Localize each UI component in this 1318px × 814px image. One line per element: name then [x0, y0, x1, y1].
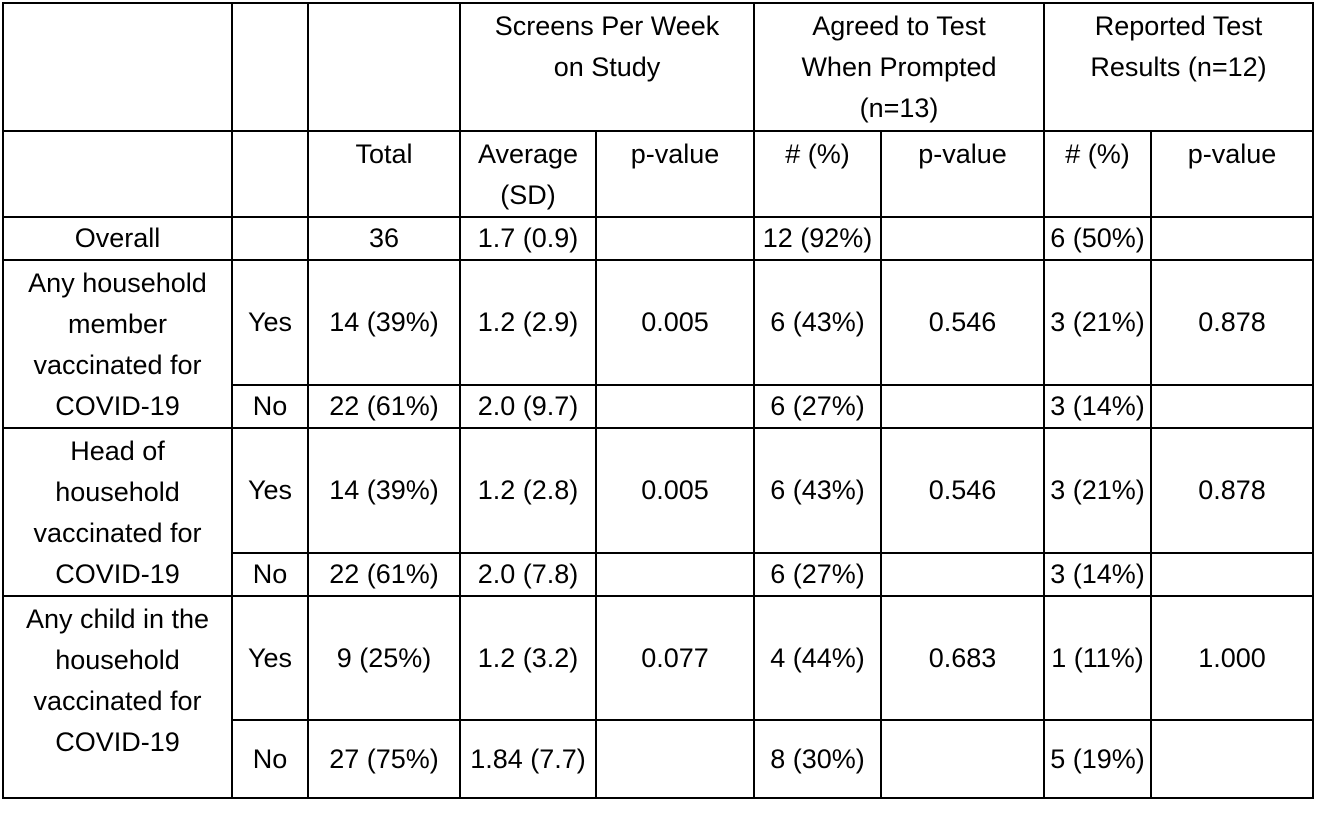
- cell-p-value: 0.546: [879, 259, 1046, 386]
- cell-agreed: 12 (92%): [753, 216, 882, 261]
- cell-p-value: 0.005: [595, 427, 755, 554]
- table-row: No 22 (61%) 2.0 (7.8) 6 (27%) 3 (14%): [3, 551, 1314, 598]
- cell-subgroup: No: [231, 551, 309, 598]
- table-row: No 27 (75%) 1.84 (7.7) 8 (30%) 5 (19%): [3, 719, 1314, 799]
- cell-agreed: 6 (43%): [753, 259, 882, 386]
- header-count-pct: # (%): [753, 130, 882, 218]
- cell-subgroup: Yes: [231, 595, 309, 721]
- cell-average: 1.84 (7.7): [459, 719, 597, 799]
- cell-p-value: 1.000: [1150, 595, 1314, 721]
- header-agreed-to-test: Agreed to Test When Prompted (n=13): [752, 2, 1046, 132]
- cell-agreed: 6 (27%): [753, 551, 882, 598]
- cell-subgroup: No: [231, 383, 309, 430]
- table-row: Any household member vaccinated for COVI…: [2, 259, 1314, 429]
- header-p-value: p-value: [879, 130, 1046, 218]
- cell-total: 36: [307, 216, 461, 261]
- cell-p-value: [879, 383, 1046, 430]
- empty-header-cell: [2, 130, 233, 218]
- cell-p-value: [1150, 216, 1314, 261]
- header-screens-per-week: Screens Per Week on Study: [459, 2, 755, 132]
- header-row-columns: Total Average (SD) p-value # (%) p-value…: [2, 130, 1314, 218]
- cell-p-value: [595, 551, 755, 598]
- empty-header-cell: [231, 2, 309, 132]
- results-table: Screens Per Week on Study Agreed to Test…: [2, 2, 1314, 799]
- table-row-overall: Overall 36 1.7 (0.9) 12 (92%) 6 (50%): [2, 216, 1314, 261]
- cell-agreed: 4 (44%): [753, 595, 882, 721]
- cell-reported: 6 (50%): [1043, 216, 1153, 261]
- cell-total: 14 (39%): [307, 427, 461, 554]
- cell-p-value: 0.878: [1150, 427, 1314, 554]
- cell-p-value: 0.878: [1150, 259, 1314, 386]
- cell-reported: 3 (21%): [1043, 427, 1153, 554]
- cell-p-value: 0.546: [879, 427, 1046, 554]
- cell-agreed: 6 (43%): [753, 427, 882, 554]
- cell-total: 22 (61%): [307, 551, 461, 598]
- cell-p-value: [879, 551, 1046, 598]
- cell-subgroup: Yes: [231, 427, 309, 554]
- cell-average: 2.0 (9.7): [459, 383, 597, 430]
- cell-p-value: [1150, 551, 1314, 598]
- cell-reported: 3 (21%): [1043, 259, 1153, 386]
- table-row: No 22 (61%) 2.0 (9.7) 6 (27%) 3 (14%): [3, 383, 1314, 430]
- cell-reported: 1 (11%): [1043, 595, 1153, 721]
- row-label: Any child in the household vaccinated fo…: [2, 595, 233, 799]
- cell-average: 2.0 (7.8): [459, 551, 597, 598]
- cell-p-value: [1150, 383, 1314, 430]
- header-reported-results: Reported Test Results (n=12): [1043, 2, 1314, 132]
- cell-subgroup: No: [231, 719, 309, 799]
- header-p-value: p-value: [595, 130, 755, 218]
- header-row-groups: Screens Per Week on Study Agreed to Test…: [2, 2, 1314, 132]
- table-row: Any child in the household vaccinated fo…: [2, 595, 1314, 799]
- cell-average: 1.2 (3.2): [459, 595, 597, 721]
- cell-agreed: 6 (27%): [753, 383, 882, 430]
- header-p-value: p-value: [1150, 130, 1314, 218]
- cell-p-value: [595, 719, 755, 799]
- empty-header-cell: [231, 130, 309, 218]
- cell-subgroup: Yes: [231, 259, 309, 386]
- cell-p-value: [595, 216, 755, 261]
- cell-reported: 3 (14%): [1043, 551, 1153, 598]
- row-label: Overall: [2, 216, 233, 261]
- cell-agreed: 8 (30%): [753, 719, 882, 799]
- cell-total: 14 (39%): [307, 259, 461, 386]
- cell-p-value: 0.005: [595, 259, 755, 386]
- header-count-pct: # (%): [1043, 130, 1153, 218]
- empty-header-cell: [307, 2, 461, 132]
- row-label: Any household member vaccinated for COVI…: [2, 259, 233, 429]
- header-total: Total: [307, 130, 461, 218]
- cell-total: 27 (75%): [307, 719, 461, 799]
- cell-average: 1.2 (2.8): [459, 427, 597, 554]
- cell-reported: 5 (19%): [1043, 719, 1153, 799]
- cell-p-value: 0.077: [595, 595, 755, 721]
- cell-p-value: [879, 216, 1046, 261]
- cell-average: 1.7 (0.9): [459, 216, 597, 261]
- cell-p-value: 0.683: [879, 595, 1046, 721]
- cell-reported: 3 (14%): [1043, 383, 1153, 430]
- row-label: Head of household vaccinated for COVID-1…: [2, 427, 233, 597]
- cell-p-value: [595, 383, 755, 430]
- cell-p-value: [879, 719, 1046, 799]
- cell-subgroup: [231, 216, 309, 261]
- header-average-sd: Average (SD): [459, 130, 597, 218]
- cell-total: 22 (61%): [307, 383, 461, 430]
- cell-p-value: [1150, 719, 1314, 799]
- cell-total: 9 (25%): [307, 595, 461, 721]
- table-row: Head of household vaccinated for COVID-1…: [2, 427, 1314, 597]
- empty-header-cell: [2, 2, 233, 132]
- cell-average: 1.2 (2.9): [459, 259, 597, 386]
